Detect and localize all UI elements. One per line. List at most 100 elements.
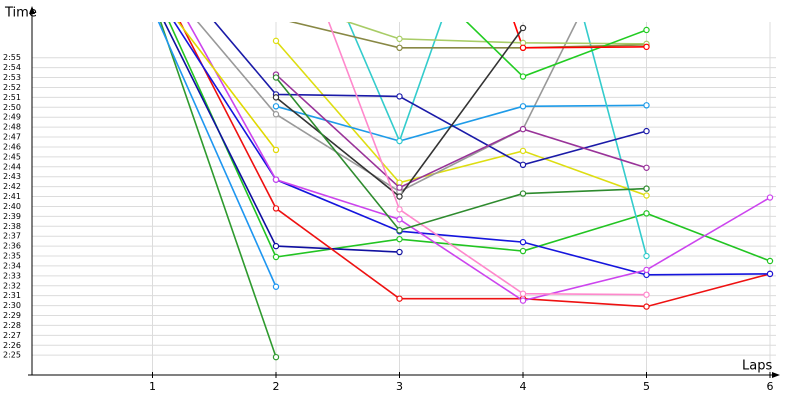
- series-line: [177, 22, 277, 151]
- y-tick-label: 2:34: [3, 261, 21, 270]
- x-tick-label: 4: [520, 380, 527, 393]
- series-line: [168, 22, 771, 262]
- y-tick-label: 2:46: [3, 142, 21, 151]
- point: [396, 184, 403, 191]
- y-tick-label: 2:30: [3, 301, 21, 310]
- y-tick-label: 2:50: [3, 103, 21, 112]
- y-tick-label: 2:39: [3, 212, 21, 221]
- point: [643, 102, 650, 109]
- point: [519, 73, 527, 80]
- grid: [32, 22, 776, 378]
- y-tick-label: 2:32: [3, 281, 21, 290]
- point: [396, 93, 403, 100]
- point: [643, 26, 650, 34]
- point: [643, 266, 650, 274]
- y-tick-label: 2:44: [3, 162, 21, 171]
- point: [272, 37, 280, 45]
- y-tick-label: 2:38: [3, 222, 21, 231]
- point: [396, 44, 403, 52]
- y-tick-label: 2:25: [3, 351, 21, 360]
- series-line: [275, 40, 647, 197]
- point: [272, 103, 280, 110]
- point: [643, 164, 650, 171]
- point: [766, 257, 774, 265]
- point: [519, 147, 527, 155]
- x-tick-label: 6: [767, 380, 774, 393]
- series-line: [157, 22, 277, 288]
- y-tick-label: 2:41: [3, 192, 21, 201]
- point: [519, 44, 527, 52]
- point: [396, 227, 403, 234]
- point: [643, 252, 650, 260]
- point: [396, 193, 403, 200]
- point: [519, 297, 527, 304]
- series-line: [187, 22, 771, 302]
- point: [396, 206, 403, 213]
- y-tick-label: 2:51: [3, 93, 21, 102]
- y-axis-arrow: [29, 6, 35, 14]
- y-tick-label: 2:55: [3, 53, 21, 62]
- point: [766, 194, 774, 201]
- point: [396, 137, 403, 145]
- y-tick-label: 2:31: [3, 291, 21, 300]
- series-line: [159, 22, 277, 358]
- point: [272, 176, 280, 183]
- y-tick-label: 2:37: [3, 232, 21, 241]
- series-line: [327, 22, 647, 296]
- point: [643, 291, 650, 298]
- point: [396, 235, 403, 243]
- y-tick-label: 2:29: [3, 311, 21, 320]
- point: [766, 270, 774, 278]
- y-tick-label: 2:47: [3, 133, 21, 142]
- y-tick-label: 2:45: [3, 152, 21, 161]
- tick-labels: 2:252:262:272:282:292:302:312:322:332:34…: [3, 53, 774, 393]
- point: [272, 94, 280, 101]
- point: [396, 248, 403, 256]
- point: [519, 190, 527, 197]
- point: [272, 74, 280, 81]
- series-line: [179, 22, 771, 308]
- point: [643, 185, 650, 192]
- series-line: [275, 104, 647, 142]
- series-line: [345, 22, 647, 45]
- y-tick-label: 2:42: [3, 182, 21, 191]
- y-tick-label: 2:40: [3, 202, 21, 211]
- point: [272, 253, 280, 261]
- point: [272, 283, 280, 290]
- point: [643, 127, 650, 135]
- point: [272, 242, 280, 250]
- point: [519, 290, 527, 297]
- point: [643, 43, 650, 51]
- x-tick-label: 1: [149, 380, 156, 393]
- point: [272, 353, 280, 361]
- series-line: [288, 22, 647, 49]
- y-tick-label: 2:26: [3, 341, 21, 350]
- point: [643, 192, 650, 199]
- y-tick-label: 2:54: [3, 63, 21, 72]
- point: [272, 205, 280, 212]
- point: [272, 111, 280, 118]
- y-tick-label: 2:27: [3, 331, 21, 340]
- point: [396, 295, 403, 302]
- point: [519, 247, 527, 255]
- x-tick-label: 3: [396, 380, 403, 393]
- y-tick-label: 2:49: [3, 113, 21, 122]
- point: [519, 238, 527, 246]
- point: [643, 303, 650, 310]
- point: [519, 24, 527, 32]
- y-tick-label: 2:33: [3, 271, 21, 280]
- x-axis-arrow: [772, 372, 780, 378]
- point: [396, 216, 403, 223]
- y-axis-label: Time: [4, 6, 37, 21]
- series-line: [347, 22, 648, 257]
- y-tick-label: 2:48: [3, 123, 21, 132]
- series-line: [173, 22, 771, 276]
- x-tick-label: 5: [643, 380, 650, 393]
- plot-area: [157, 22, 774, 361]
- y-tick-label: 2:28: [3, 321, 21, 330]
- point: [519, 125, 527, 133]
- point: [272, 146, 280, 154]
- point: [643, 210, 650, 217]
- point: [396, 35, 403, 43]
